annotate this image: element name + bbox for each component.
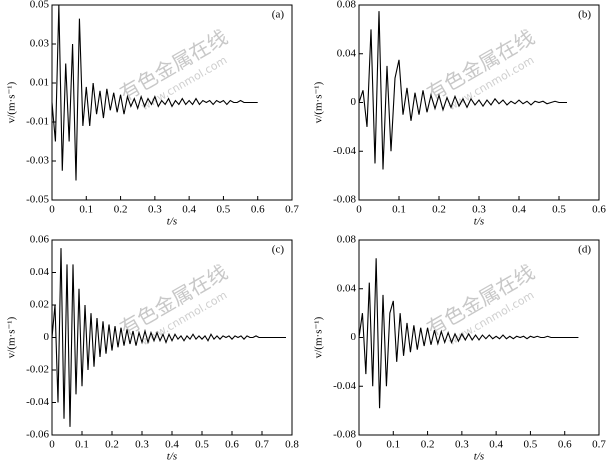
y-tick-label: 0.04 <box>337 282 357 294</box>
x-tick-label: 0.7 <box>285 204 299 216</box>
x-axis-label: t/s <box>474 216 484 228</box>
panel-label: (a) <box>272 9 285 21</box>
y-tick-label: -0.04 <box>333 380 356 392</box>
x-tick-label: 0.5 <box>195 439 209 451</box>
panel-label: (c) <box>272 244 285 256</box>
x-axis-label: t/s <box>474 451 484 463</box>
y-tick-label: 0.04 <box>30 266 50 278</box>
y-tick-label: 0 <box>351 96 357 108</box>
x-tick-label: 0.6 <box>225 439 239 451</box>
x-tick-label: 0.1 <box>392 204 406 216</box>
panel-label: (d) <box>578 244 591 256</box>
data-line <box>51 4 258 181</box>
y-axis-label: v/(m·s⁻¹) <box>313 316 325 358</box>
x-tick-label: 0.2 <box>114 204 128 216</box>
x-tick-label: 0.1 <box>75 439 89 451</box>
plot-frame <box>51 239 293 436</box>
x-tick-label: 0.3 <box>148 204 162 216</box>
y-tick-label: -0.04 <box>26 396 49 408</box>
x-tick-label: 0.4 <box>512 204 526 216</box>
x-tick-label: 0.5 <box>524 439 538 451</box>
x-tick-label: 0.2 <box>105 439 119 451</box>
y-tick-label: 0.08 <box>337 0 357 11</box>
y-tick-label: -0.08 <box>333 194 356 206</box>
y-axis-label: v/(m·s⁻¹) <box>6 316 18 358</box>
y-tick-label: -0.01 <box>26 116 49 128</box>
x-tick-label: 0 <box>49 204 55 216</box>
y-tick-label: -0.05 <box>26 194 49 206</box>
x-tick-label: 0.2 <box>421 439 435 451</box>
y-tick-label: -0.06 <box>26 429 49 441</box>
x-tick-label: 0.4 <box>489 439 503 451</box>
y-tick-label: 0 <box>44 331 50 343</box>
data-line <box>358 11 567 170</box>
x-tick-label: 0.3 <box>472 204 486 216</box>
x-tick-label: 0.4 <box>182 204 196 216</box>
y-tick-label: -0.08 <box>333 429 356 441</box>
y-tick-label: 0.03 <box>30 38 50 50</box>
x-tick-label: 0.7 <box>592 439 606 451</box>
x-tick-label: 0.3 <box>135 439 149 451</box>
x-tick-label: 0.1 <box>386 439 400 451</box>
y-tick-label: -0.02 <box>26 364 49 376</box>
x-tick-label: 0 <box>356 204 362 216</box>
y-axis-label: v/(m·s⁻¹) <box>6 81 18 123</box>
y-tick-label: 0.02 <box>30 299 49 311</box>
x-axis-label: t/s <box>167 451 177 463</box>
y-tick-label: 0.06 <box>30 234 50 246</box>
x-tick-label: 0.2 <box>432 204 446 216</box>
x-tick-label: 0.6 <box>251 204 265 216</box>
x-axis-label: t/s <box>167 216 177 228</box>
x-tick-label: 0.8 <box>285 439 299 451</box>
x-tick-label: 0 <box>49 439 55 451</box>
x-tick-label: 0.7 <box>255 439 269 451</box>
y-tick-label: 0.01 <box>30 77 49 89</box>
x-tick-label: 0.5 <box>217 204 231 216</box>
y-axis-label: v/(m·s⁻¹) <box>313 81 325 123</box>
x-tick-label: 0.6 <box>592 204 606 216</box>
panel-label: (b) <box>578 9 591 21</box>
x-tick-label: 0.1 <box>79 204 93 216</box>
y-tick-label: -0.04 <box>333 145 356 157</box>
y-tick-label: 0 <box>351 331 357 343</box>
data-line <box>51 248 286 427</box>
y-tick-label: 0.04 <box>337 47 357 59</box>
x-tick-label: 0.4 <box>165 439 179 451</box>
x-tick-label: 0.3 <box>455 439 469 451</box>
x-tick-label: 0 <box>356 439 362 451</box>
x-tick-label: 0.5 <box>552 204 566 216</box>
y-tick-label: -0.03 <box>26 155 49 167</box>
data-line <box>358 258 579 409</box>
y-tick-label: 0.05 <box>30 0 50 11</box>
y-tick-label: 0.08 <box>337 234 357 246</box>
x-tick-label: 0.6 <box>558 439 572 451</box>
